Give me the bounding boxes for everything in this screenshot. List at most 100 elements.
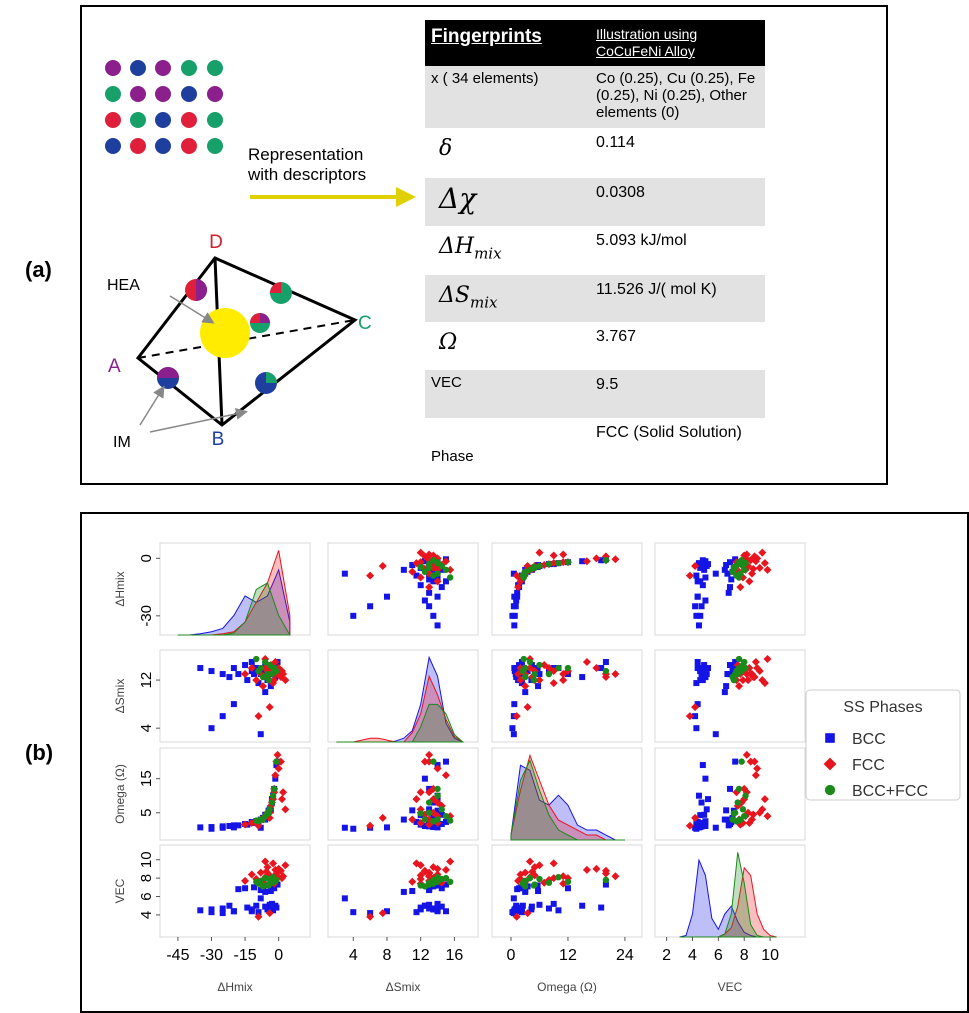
point <box>279 788 287 796</box>
point <box>509 613 515 619</box>
point <box>511 622 517 628</box>
arrow-text: with descriptors <box>247 165 366 184</box>
point <box>269 901 275 907</box>
table-cell: 0.0308 <box>590 178 765 226</box>
point <box>536 662 542 668</box>
point <box>258 731 264 737</box>
point <box>546 880 552 886</box>
table-cell: Phase <box>425 418 590 470</box>
vertex-label: A <box>108 356 121 377</box>
x-tick-label: 4 <box>349 947 358 964</box>
point <box>722 817 728 823</box>
legend-title: SS Phases <box>843 699 922 716</box>
point <box>598 905 604 911</box>
y-tick-label: 0 <box>138 554 155 562</box>
point <box>435 622 441 628</box>
point <box>255 668 261 674</box>
point <box>693 826 699 832</box>
point <box>752 658 760 666</box>
point <box>520 903 526 909</box>
y-axis-label: VEC <box>113 878 127 903</box>
point <box>367 603 373 609</box>
point <box>197 665 203 671</box>
point <box>242 885 248 891</box>
point <box>220 671 226 677</box>
point <box>443 759 449 765</box>
point <box>535 549 543 557</box>
point <box>426 810 432 816</box>
point <box>713 571 719 577</box>
subplot-frame <box>492 543 642 635</box>
point <box>699 800 705 806</box>
point <box>536 876 542 882</box>
point <box>735 799 741 805</box>
point <box>696 622 702 628</box>
point <box>384 594 390 600</box>
point <box>764 566 772 574</box>
point <box>611 872 619 880</box>
point <box>511 701 517 707</box>
table-cell: δ <box>425 128 590 178</box>
point <box>736 574 742 580</box>
point <box>231 908 237 914</box>
point <box>417 810 423 816</box>
point <box>705 796 711 802</box>
point <box>550 679 558 687</box>
point <box>532 671 538 677</box>
subplot-frame <box>160 650 310 742</box>
point <box>434 793 440 799</box>
page: {"panel_a":{"label":"(a)","vertices":{"A… <box>0 0 969 1013</box>
point <box>764 655 772 663</box>
point <box>281 805 289 813</box>
point <box>603 659 609 665</box>
table-cell: ΔHmix <box>425 226 590 275</box>
point <box>742 665 748 671</box>
table-cell: FCC (Solid Solution) <box>590 418 765 470</box>
subscript: mix <box>474 244 501 262</box>
point <box>526 858 534 866</box>
point <box>731 810 737 816</box>
point <box>524 703 532 711</box>
point <box>736 656 742 662</box>
pairplot: -45-30-1500-30ΔHmixΔHmix481216124ΔSmixΔS… <box>113 543 960 994</box>
point <box>235 671 241 677</box>
point <box>242 662 248 668</box>
point <box>270 793 276 799</box>
point <box>722 689 728 695</box>
point <box>611 555 619 563</box>
point <box>693 725 699 731</box>
point <box>535 683 541 689</box>
y-tick-label: 10 <box>138 851 155 868</box>
point <box>764 812 772 820</box>
point <box>702 776 708 782</box>
point <box>446 858 454 866</box>
point <box>693 613 699 619</box>
point <box>700 557 706 563</box>
point <box>726 590 732 596</box>
point <box>611 670 619 678</box>
point <box>425 751 433 759</box>
x-tick-label: 0 <box>507 947 516 964</box>
point <box>208 909 214 915</box>
point <box>220 713 226 719</box>
point <box>422 903 428 909</box>
point <box>550 859 558 867</box>
point <box>695 594 701 600</box>
point <box>736 817 742 823</box>
point <box>527 659 533 665</box>
x-tick-label: 24 <box>616 947 634 964</box>
table-cell: x ( 34 elements) <box>425 66 590 128</box>
element-dots <box>105 60 223 154</box>
table-cell: ΔSmix <box>425 275 590 322</box>
x-tick-label: 12 <box>412 947 430 964</box>
point <box>262 689 268 695</box>
x-tick-label: 0 <box>274 947 283 964</box>
vertex-label: D <box>209 232 223 253</box>
point <box>565 885 571 891</box>
point <box>366 572 374 580</box>
point <box>555 560 561 566</box>
table-cell: 3.767 <box>590 322 765 370</box>
x-axis-label: ΔSmix <box>386 980 421 994</box>
table-cell: Co (0.25), Cu (0.25), Fe (0.25), Ni (0.2… <box>590 66 765 128</box>
pointer <box>150 412 245 432</box>
